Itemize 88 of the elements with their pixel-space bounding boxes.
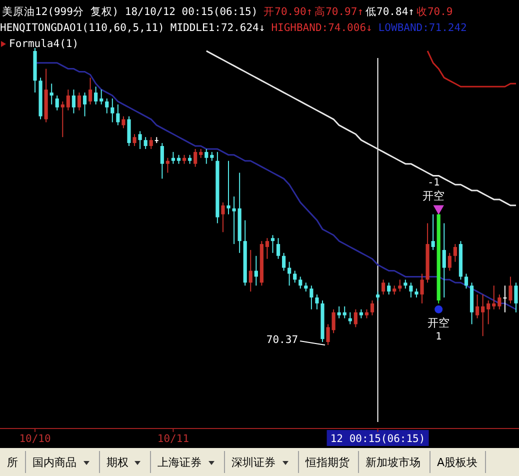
x-tick-label: 10/11 bbox=[157, 433, 190, 445]
candlestick bbox=[431, 214, 435, 250]
text: 上海证券 bbox=[158, 456, 202, 469]
candlestick bbox=[486, 300, 490, 325]
candlestick bbox=[337, 306, 341, 319]
candlestick bbox=[503, 285, 507, 313]
text: 新加坡市场 bbox=[366, 456, 420, 469]
candlestick bbox=[100, 89, 104, 105]
candlestick bbox=[88, 77, 92, 105]
candlestick bbox=[122, 116, 126, 129]
candlestick bbox=[481, 294, 485, 337]
chart-title: 美原油12(999分 复权) 18/10/12 00:15(06:15) bbox=[2, 5, 258, 18]
candlestick bbox=[270, 234, 275, 254]
candlestick bbox=[204, 148, 208, 164]
candlestick bbox=[298, 276, 302, 290]
text: 期权 bbox=[106, 456, 128, 469]
x-tick-label: 12 00:15(06:15) bbox=[330, 433, 426, 445]
candlestick bbox=[514, 282, 518, 313]
candlestick bbox=[55, 95, 59, 111]
candlestick bbox=[492, 285, 496, 310]
candlestick bbox=[60, 100, 64, 138]
candlestick bbox=[166, 157, 170, 174]
annotation: -1 bbox=[428, 177, 440, 188]
candlestick bbox=[310, 285, 314, 310]
candlestick bbox=[82, 92, 87, 117]
annotation: 开空 bbox=[422, 189, 445, 202]
candlestick bbox=[110, 98, 114, 123]
candlestick bbox=[382, 279, 386, 296]
candlestick bbox=[387, 282, 391, 296]
candlestick bbox=[72, 89, 76, 114]
candlestick bbox=[132, 134, 136, 147]
text: A股板块 bbox=[437, 456, 478, 469]
candlestick bbox=[464, 273, 468, 290]
candlestick bbox=[409, 282, 413, 298]
text: LOWBAND:71.242 bbox=[378, 22, 467, 34]
text: HENQITONGDAO1(110,60,5,11) bbox=[0, 22, 164, 34]
text: 开70.90↑ bbox=[264, 6, 313, 18]
candlestick bbox=[194, 148, 198, 168]
text: MIDDLE1:72.624↓ bbox=[170, 22, 266, 34]
text: 高70.97↑ bbox=[314, 5, 364, 18]
candlestick bbox=[226, 160, 230, 215]
candlestick bbox=[448, 252, 452, 272]
annotation: 70.37 bbox=[266, 334, 298, 346]
text: HIGHBAND:74.006↓ bbox=[271, 22, 372, 34]
text: 恒指期货 bbox=[304, 456, 350, 469]
candlestick bbox=[293, 270, 297, 284]
candlestick bbox=[94, 86, 98, 105]
candlestick bbox=[144, 136, 148, 150]
candlestick bbox=[282, 252, 286, 272]
candlestick bbox=[315, 294, 319, 310]
candlestick bbox=[232, 196, 236, 245]
candlestick bbox=[66, 89, 70, 111]
candlestick bbox=[149, 136, 153, 150]
candlestick bbox=[265, 238, 270, 260]
candlestick bbox=[171, 151, 176, 164]
candlestick bbox=[254, 255, 258, 286]
candlestick bbox=[127, 116, 131, 147]
candlestick bbox=[398, 279, 402, 292]
candlestick bbox=[442, 222, 446, 298]
text: 收70.9 bbox=[416, 6, 453, 18]
candlestick bbox=[370, 300, 374, 316]
annotation: Formula4(1) bbox=[9, 38, 79, 50]
annotation: 开空 bbox=[428, 316, 450, 330]
candlestick bbox=[476, 294, 480, 319]
text: 低70.84↑ bbox=[366, 6, 414, 18]
candlestick bbox=[420, 273, 424, 304]
candlestick bbox=[508, 276, 512, 304]
candlestick bbox=[248, 249, 252, 292]
candlestick bbox=[453, 244, 457, 262]
candlestick bbox=[50, 83, 54, 105]
candlestick bbox=[77, 92, 82, 111]
candlestick bbox=[342, 306, 346, 319]
text: 深圳证券 bbox=[232, 456, 276, 469]
candlestick bbox=[326, 324, 330, 346]
candlestick bbox=[105, 98, 109, 114]
text: 所 bbox=[7, 456, 18, 469]
annotation: 1 bbox=[436, 331, 442, 342]
text: 国内商品 bbox=[32, 456, 76, 469]
x-tick-label: 10/10 bbox=[19, 433, 51, 445]
candlestick bbox=[160, 142, 164, 180]
candlestick bbox=[138, 130, 142, 150]
candlestick bbox=[276, 238, 280, 260]
candlestick bbox=[354, 308, 358, 328]
candlestick bbox=[498, 294, 502, 310]
candlestick bbox=[116, 104, 120, 126]
candlestick bbox=[288, 261, 292, 286]
candlestick bbox=[221, 202, 225, 233]
candlestick bbox=[332, 308, 336, 334]
